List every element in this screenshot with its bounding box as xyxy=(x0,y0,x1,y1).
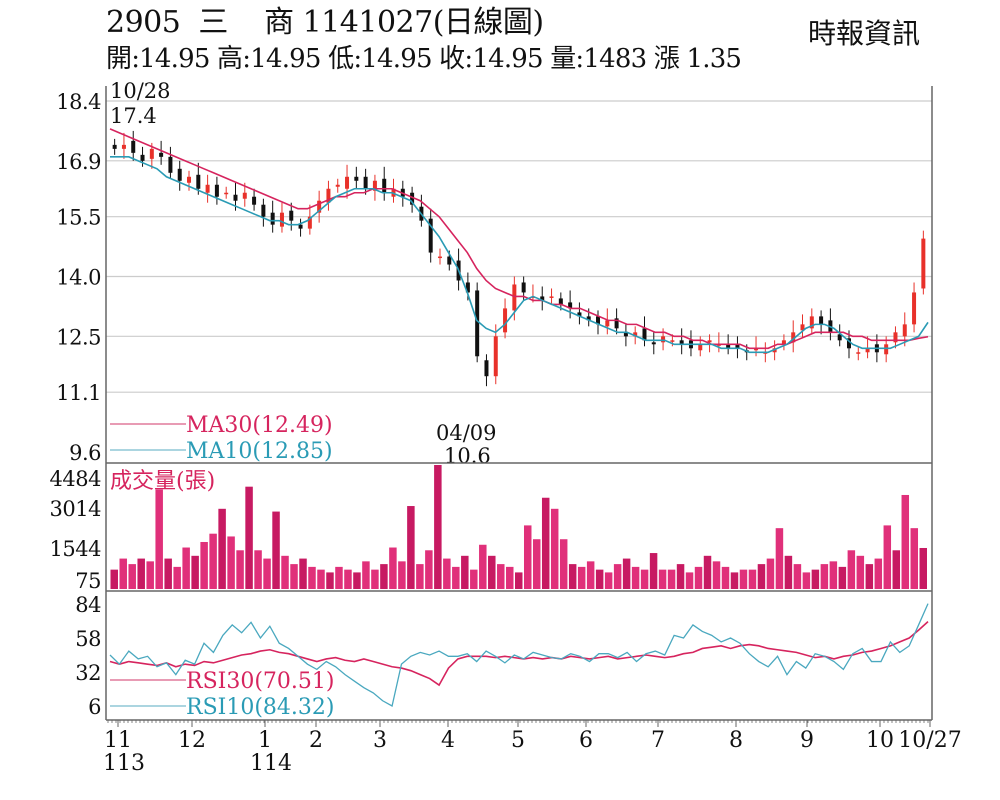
price-gridlines xyxy=(106,100,932,393)
svg-text:3014: 3014 xyxy=(50,497,102,521)
volume-bars xyxy=(110,465,927,589)
svg-text:4484: 4484 xyxy=(50,467,102,491)
svg-text:12.5: 12.5 xyxy=(56,325,101,349)
svg-text:32: 32 xyxy=(75,661,101,685)
data-source-label: 時報資訊 xyxy=(808,17,921,50)
chart-frame xyxy=(105,86,933,721)
svg-text:113: 113 xyxy=(103,751,145,776)
svg-text:6: 6 xyxy=(579,728,593,753)
rsi-y-axis: 84 58 32 6 xyxy=(75,593,101,719)
ma10-line xyxy=(110,156,929,354)
svg-text:18.4: 18.4 xyxy=(56,90,101,114)
svg-text:11.1: 11.1 xyxy=(56,381,101,405)
svg-text:1544: 1544 xyxy=(50,537,102,561)
svg-text:14.0: 14.0 xyxy=(56,266,101,290)
price-panel: 18.4 16.9 15.5 14.0 12.5 11.1 9.6 10/28 17.4 0… xyxy=(56,79,932,468)
volume-y-axis: 4484 3014 1544 75 xyxy=(50,467,102,593)
low-value-annotation: 10.6 xyxy=(444,444,491,468)
high-value-annotation: 17.4 xyxy=(110,104,157,128)
svg-text:58: 58 xyxy=(75,627,101,651)
svg-text:9: 9 xyxy=(800,728,814,753)
rsi30-line xyxy=(109,621,929,687)
high-date-annotation: 10/28 xyxy=(110,79,171,103)
svg-text:11: 11 xyxy=(104,728,132,753)
svg-text:84: 84 xyxy=(75,593,101,617)
rsi30-legend: RSI30(70.51) xyxy=(186,669,334,694)
rsi10-line xyxy=(109,603,929,707)
svg-text:4: 4 xyxy=(441,728,455,753)
svg-text:1: 1 xyxy=(258,728,272,753)
svg-text:7: 7 xyxy=(651,728,665,753)
price-y-axis: 18.4 16.9 15.5 14.0 12.5 11.1 9.6 xyxy=(56,90,101,465)
rsi-panel: 84 58 32 6 RSI30(70.51) RSI10(84.32) xyxy=(75,593,929,720)
svg-text:3: 3 xyxy=(373,728,387,753)
svg-text:5: 5 xyxy=(511,728,525,753)
svg-text:9.6: 9.6 xyxy=(69,441,101,465)
volume-legend: 成交量(張) xyxy=(110,469,215,494)
low-date-annotation: 04/09 xyxy=(436,421,497,445)
svg-text:8: 8 xyxy=(729,728,743,753)
ma30-legend: MA30(12.49) xyxy=(186,413,333,438)
ma10-legend: MA10(12.85) xyxy=(186,439,333,464)
svg-text:2: 2 xyxy=(309,728,323,753)
candlesticks xyxy=(112,130,926,387)
ma30-line xyxy=(109,128,929,350)
svg-text:16.9: 16.9 xyxy=(56,150,101,174)
ohlc-summary: 開:14.95 高:14.95 低:14.95 收:14.95 量:1483 漲… xyxy=(106,44,742,74)
svg-text:10: 10 xyxy=(866,728,894,753)
volume-panel: 4484 3014 1544 75 成交量(張) xyxy=(50,465,927,593)
svg-text:114: 114 xyxy=(250,751,292,776)
svg-text:15.5: 15.5 xyxy=(56,206,101,230)
svg-text:10/27: 10/27 xyxy=(898,728,961,753)
svg-text:75: 75 xyxy=(75,569,101,593)
chart-title: 2905 三 商 1141027(日線圖) xyxy=(106,5,544,40)
svg-text:6: 6 xyxy=(88,695,101,719)
rsi10-legend: RSI10(84.32) xyxy=(186,695,334,720)
svg-text:12: 12 xyxy=(178,728,206,753)
x-axis-ticks xyxy=(107,720,931,727)
